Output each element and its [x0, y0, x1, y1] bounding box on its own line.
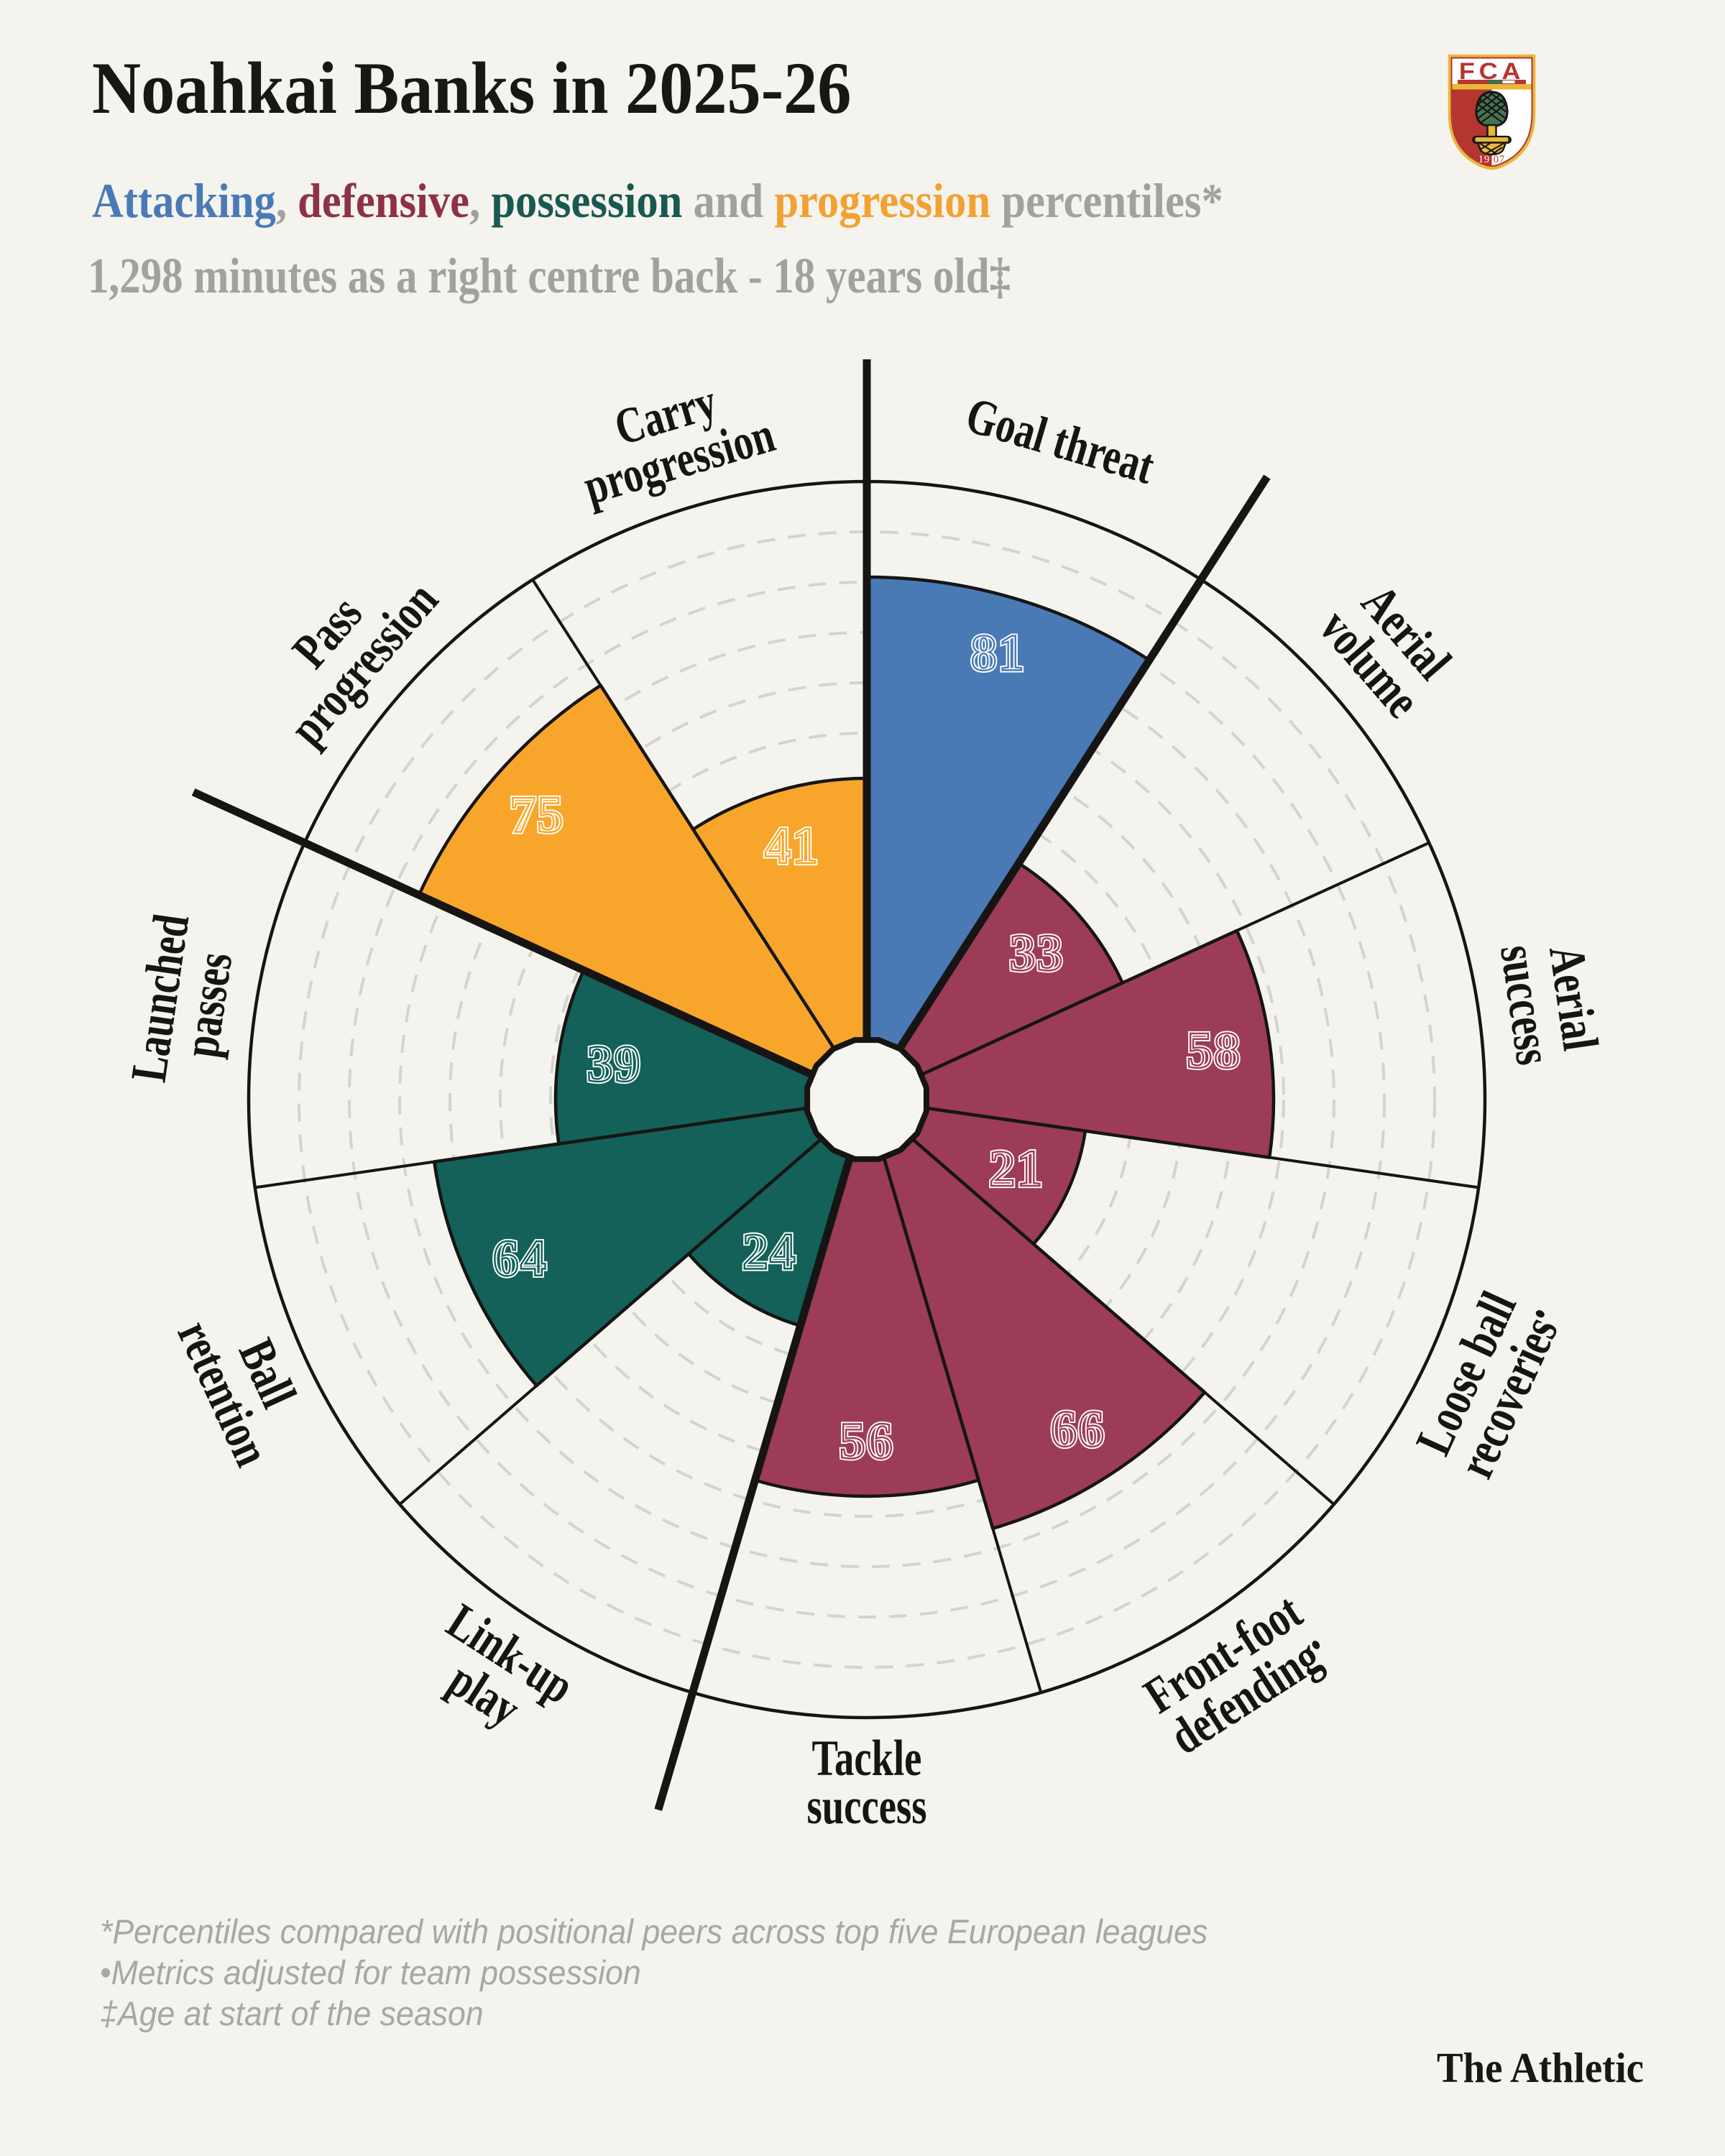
svg-text:81: 81	[971, 624, 1026, 681]
svg-text:21: 21	[989, 1140, 1044, 1197]
svg-text:FCA: FCA	[1459, 59, 1524, 85]
svg-text:58: 58	[1187, 1022, 1241, 1079]
svg-text:39: 39	[587, 1036, 642, 1093]
svg-text:24: 24	[742, 1222, 797, 1280]
svg-text:21: 21	[989, 1140, 1044, 1197]
svg-text:75: 75	[510, 786, 564, 844]
svg-text:Aerialsuccess: Aerialsuccess	[1489, 934, 1610, 1068]
svg-text:66: 66	[1051, 1401, 1105, 1458]
svg-text:64: 64	[493, 1230, 548, 1287]
svg-text:41: 41	[765, 817, 819, 875]
svg-text:Passprogression: Passprogression	[242, 540, 449, 755]
svg-text:58: 58	[1187, 1022, 1241, 1079]
svg-text:Aerialvolume: Aerialvolume	[1309, 567, 1468, 728]
svg-text:33: 33	[1010, 924, 1064, 982]
svg-text:41: 41	[765, 817, 819, 875]
svg-text:66: 66	[1051, 1401, 1105, 1458]
svg-text:07: 07	[1494, 154, 1506, 165]
svg-text:Loose ballrecoveries•: Loose ballrecoveries•	[1404, 1281, 1573, 1486]
svg-text:81: 81	[971, 624, 1026, 681]
svg-text:19: 19	[1478, 154, 1491, 165]
svg-text:Front-footdefending•: Front-footdefending•	[1134, 1583, 1338, 1765]
svg-text:39: 39	[587, 1036, 642, 1093]
svg-text:Link-upplay: Link-upplay	[412, 1593, 584, 1755]
svg-text:Ballretention: Ballretention	[167, 1292, 325, 1474]
svg-text:75: 75	[510, 786, 564, 844]
svg-text:Goal threat: Goal threat	[960, 387, 1161, 495]
svg-text:24: 24	[742, 1222, 797, 1280]
svg-text:33: 33	[1010, 924, 1064, 982]
svg-text:56: 56	[840, 1412, 894, 1470]
svg-text:Launchedpasses: Launchedpasses	[120, 911, 247, 1092]
svg-text:64: 64	[493, 1230, 548, 1287]
svg-text:56: 56	[840, 1412, 894, 1470]
